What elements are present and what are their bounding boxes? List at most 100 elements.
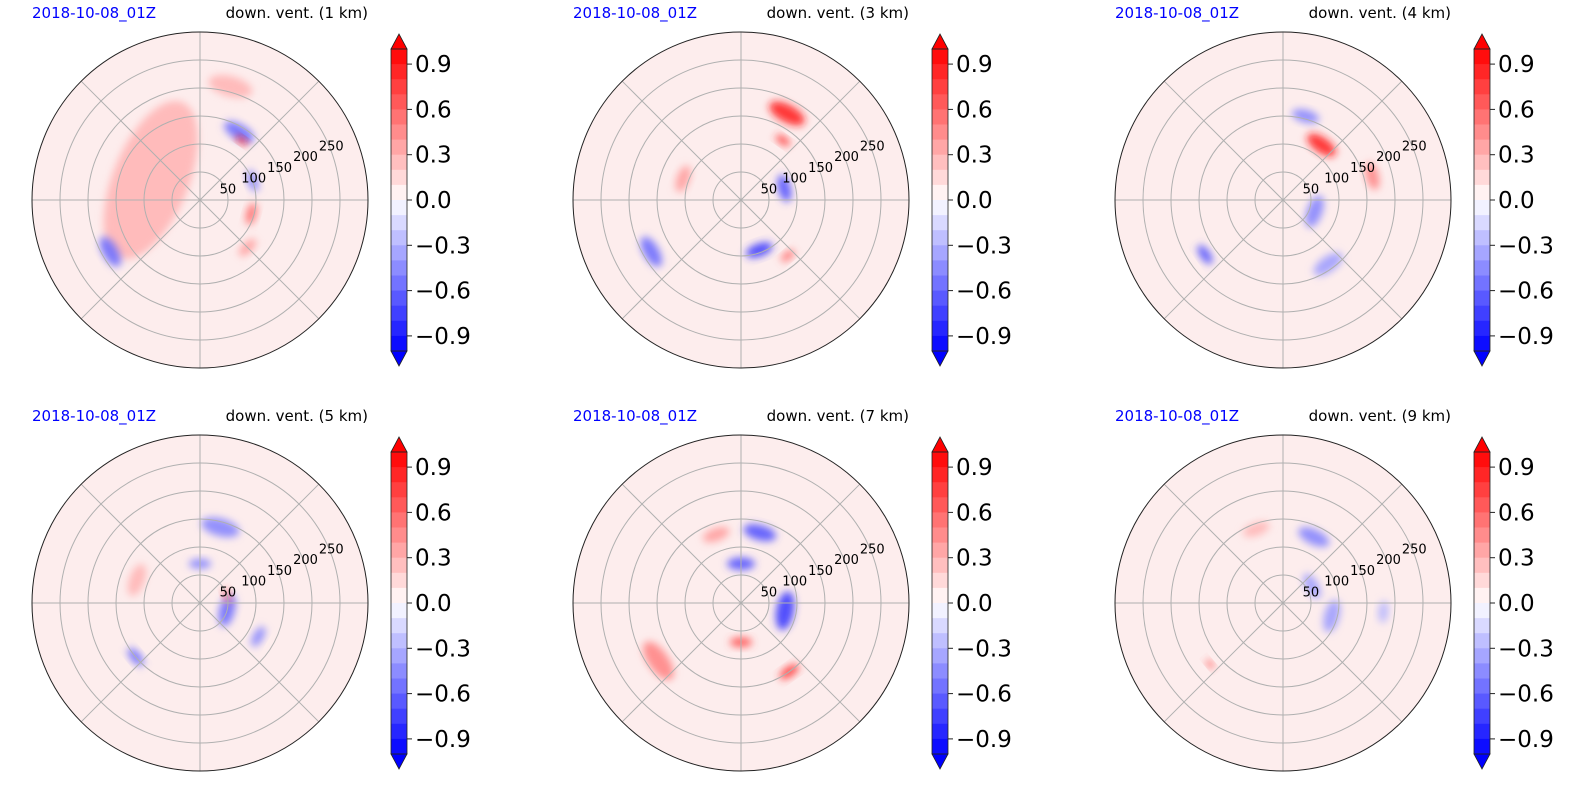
colorbar-level xyxy=(1474,169,1490,186)
colorbar-level xyxy=(932,618,948,634)
radial-tick-label: 50 xyxy=(761,585,778,600)
polar-boundary xyxy=(572,31,910,369)
colorbar-tick-label: 0.0 xyxy=(956,591,993,617)
field-feature xyxy=(702,526,730,543)
colorbar-tick-label: 0.3 xyxy=(1498,546,1535,572)
grid-spoke xyxy=(80,199,201,320)
radial-tick-label: 100 xyxy=(782,172,807,187)
grid-spoke xyxy=(621,80,742,201)
panel-title: down. vent. (7 km) xyxy=(767,407,909,425)
colorbar-extend-min xyxy=(1473,350,1491,367)
colorbar-level xyxy=(391,572,407,589)
colorbar-level xyxy=(1474,275,1490,292)
colorbar-tick-label: −0.3 xyxy=(415,636,471,662)
panel-title: down. vent. (3 km) xyxy=(767,4,909,22)
colorbar-level xyxy=(1474,738,1490,755)
colorbar-level xyxy=(1474,260,1490,276)
colorbar-level xyxy=(391,230,407,246)
field-feature xyxy=(777,174,792,203)
radial-tick-label: 100 xyxy=(1324,172,1349,187)
radial-tick-label: 200 xyxy=(1376,553,1401,568)
colorbar-tick-label: 0.6 xyxy=(415,500,452,526)
colorbar-level xyxy=(391,290,407,307)
colorbar-extend-min xyxy=(390,753,408,770)
colorbar-tick-label: 0.0 xyxy=(956,188,993,214)
radial-tick-label: 50 xyxy=(220,585,237,600)
radial-tick-label: 150 xyxy=(267,564,292,579)
colorbar-level xyxy=(932,215,948,231)
colorbar-level xyxy=(391,64,407,80)
colorbar-tick-label: 0.6 xyxy=(956,500,993,526)
colorbar-tick-label: 0.0 xyxy=(415,188,452,214)
field-feature xyxy=(745,242,773,258)
colorbar-tick-label: −0.6 xyxy=(415,682,471,708)
radial-tick-label: 50 xyxy=(220,182,237,197)
grid-spoke xyxy=(80,80,201,201)
colorbar-level xyxy=(932,708,948,725)
colorbar-level xyxy=(391,663,407,679)
colorbar-extend-max xyxy=(390,33,408,50)
colorbar-level xyxy=(391,603,407,619)
colorbar-level xyxy=(932,154,948,171)
colorbar-level xyxy=(932,678,948,695)
colorbar-tick-label: −0.3 xyxy=(1498,636,1554,662)
colorbar-level xyxy=(932,290,948,307)
colorbar-level xyxy=(391,275,407,292)
colorbar-level xyxy=(391,648,407,664)
colorbar-tick-label: 0.3 xyxy=(415,143,452,169)
polar-boundary xyxy=(572,434,910,772)
colorbar-level xyxy=(932,693,948,710)
colorbar-tick-label: 0.9 xyxy=(415,455,452,481)
polar-boundary xyxy=(1114,434,1452,772)
colorbar-level xyxy=(932,320,948,337)
colorbar-level xyxy=(1474,230,1490,246)
time-label: 2018-10-08_01Z xyxy=(32,4,156,23)
field-feature xyxy=(224,121,255,143)
colorbar-level xyxy=(391,139,407,156)
colorbar-level xyxy=(1474,678,1490,695)
colorbar-level xyxy=(391,618,407,634)
colorbar-tick-label: −0.3 xyxy=(956,636,1012,662)
colorbar-tick-label: 0.3 xyxy=(956,143,993,169)
colorbar: 0.9 0.6 0.3 0.0 −0.3 −0.6 −0.9 xyxy=(390,33,471,367)
radial-tick-label: 250 xyxy=(1402,542,1427,557)
colorbar-level xyxy=(932,603,948,619)
radial-tick-label: 150 xyxy=(1350,564,1375,579)
colorbar-level xyxy=(1474,335,1490,352)
colorbar-level xyxy=(1474,94,1490,110)
radial-tick-label: 150 xyxy=(808,161,833,176)
time-label: 2018-10-08_01Z xyxy=(573,4,697,23)
colorbar-level xyxy=(932,260,948,276)
colorbar-level xyxy=(932,305,948,322)
grid-spoke xyxy=(1282,483,1403,604)
field-feature xyxy=(1303,573,1321,599)
polar-boundary xyxy=(1114,31,1452,369)
colorbar-extend-max xyxy=(931,436,949,453)
colorbar-level xyxy=(391,109,407,125)
colorbar-level xyxy=(932,527,948,544)
colorbar-level xyxy=(1474,290,1490,307)
colorbar-extend-max xyxy=(1473,33,1491,50)
grid-spoke xyxy=(1163,483,1284,604)
colorbar-level xyxy=(391,542,407,559)
grid-spoke xyxy=(1163,199,1284,320)
field-feature xyxy=(251,626,266,647)
colorbar-extend-max xyxy=(390,436,408,453)
time-label: 2018-10-08_01Z xyxy=(1115,4,1239,23)
time-label: 2018-10-08_01Z xyxy=(1115,407,1239,426)
colorbar-level xyxy=(932,124,948,141)
colorbar-tick-label: 0.9 xyxy=(415,52,452,78)
grid-spoke xyxy=(1282,199,1403,320)
colorbar-level xyxy=(1474,512,1490,528)
colorbar-extend-min xyxy=(931,350,949,367)
field-feature xyxy=(1197,244,1213,265)
radial-tick-label: 250 xyxy=(860,542,885,557)
colorbar-level xyxy=(391,482,407,498)
field-feature xyxy=(127,564,147,596)
field-feature xyxy=(103,100,198,260)
colorbar-level xyxy=(391,49,407,65)
colorbar-tick-label: −0.6 xyxy=(415,279,471,305)
